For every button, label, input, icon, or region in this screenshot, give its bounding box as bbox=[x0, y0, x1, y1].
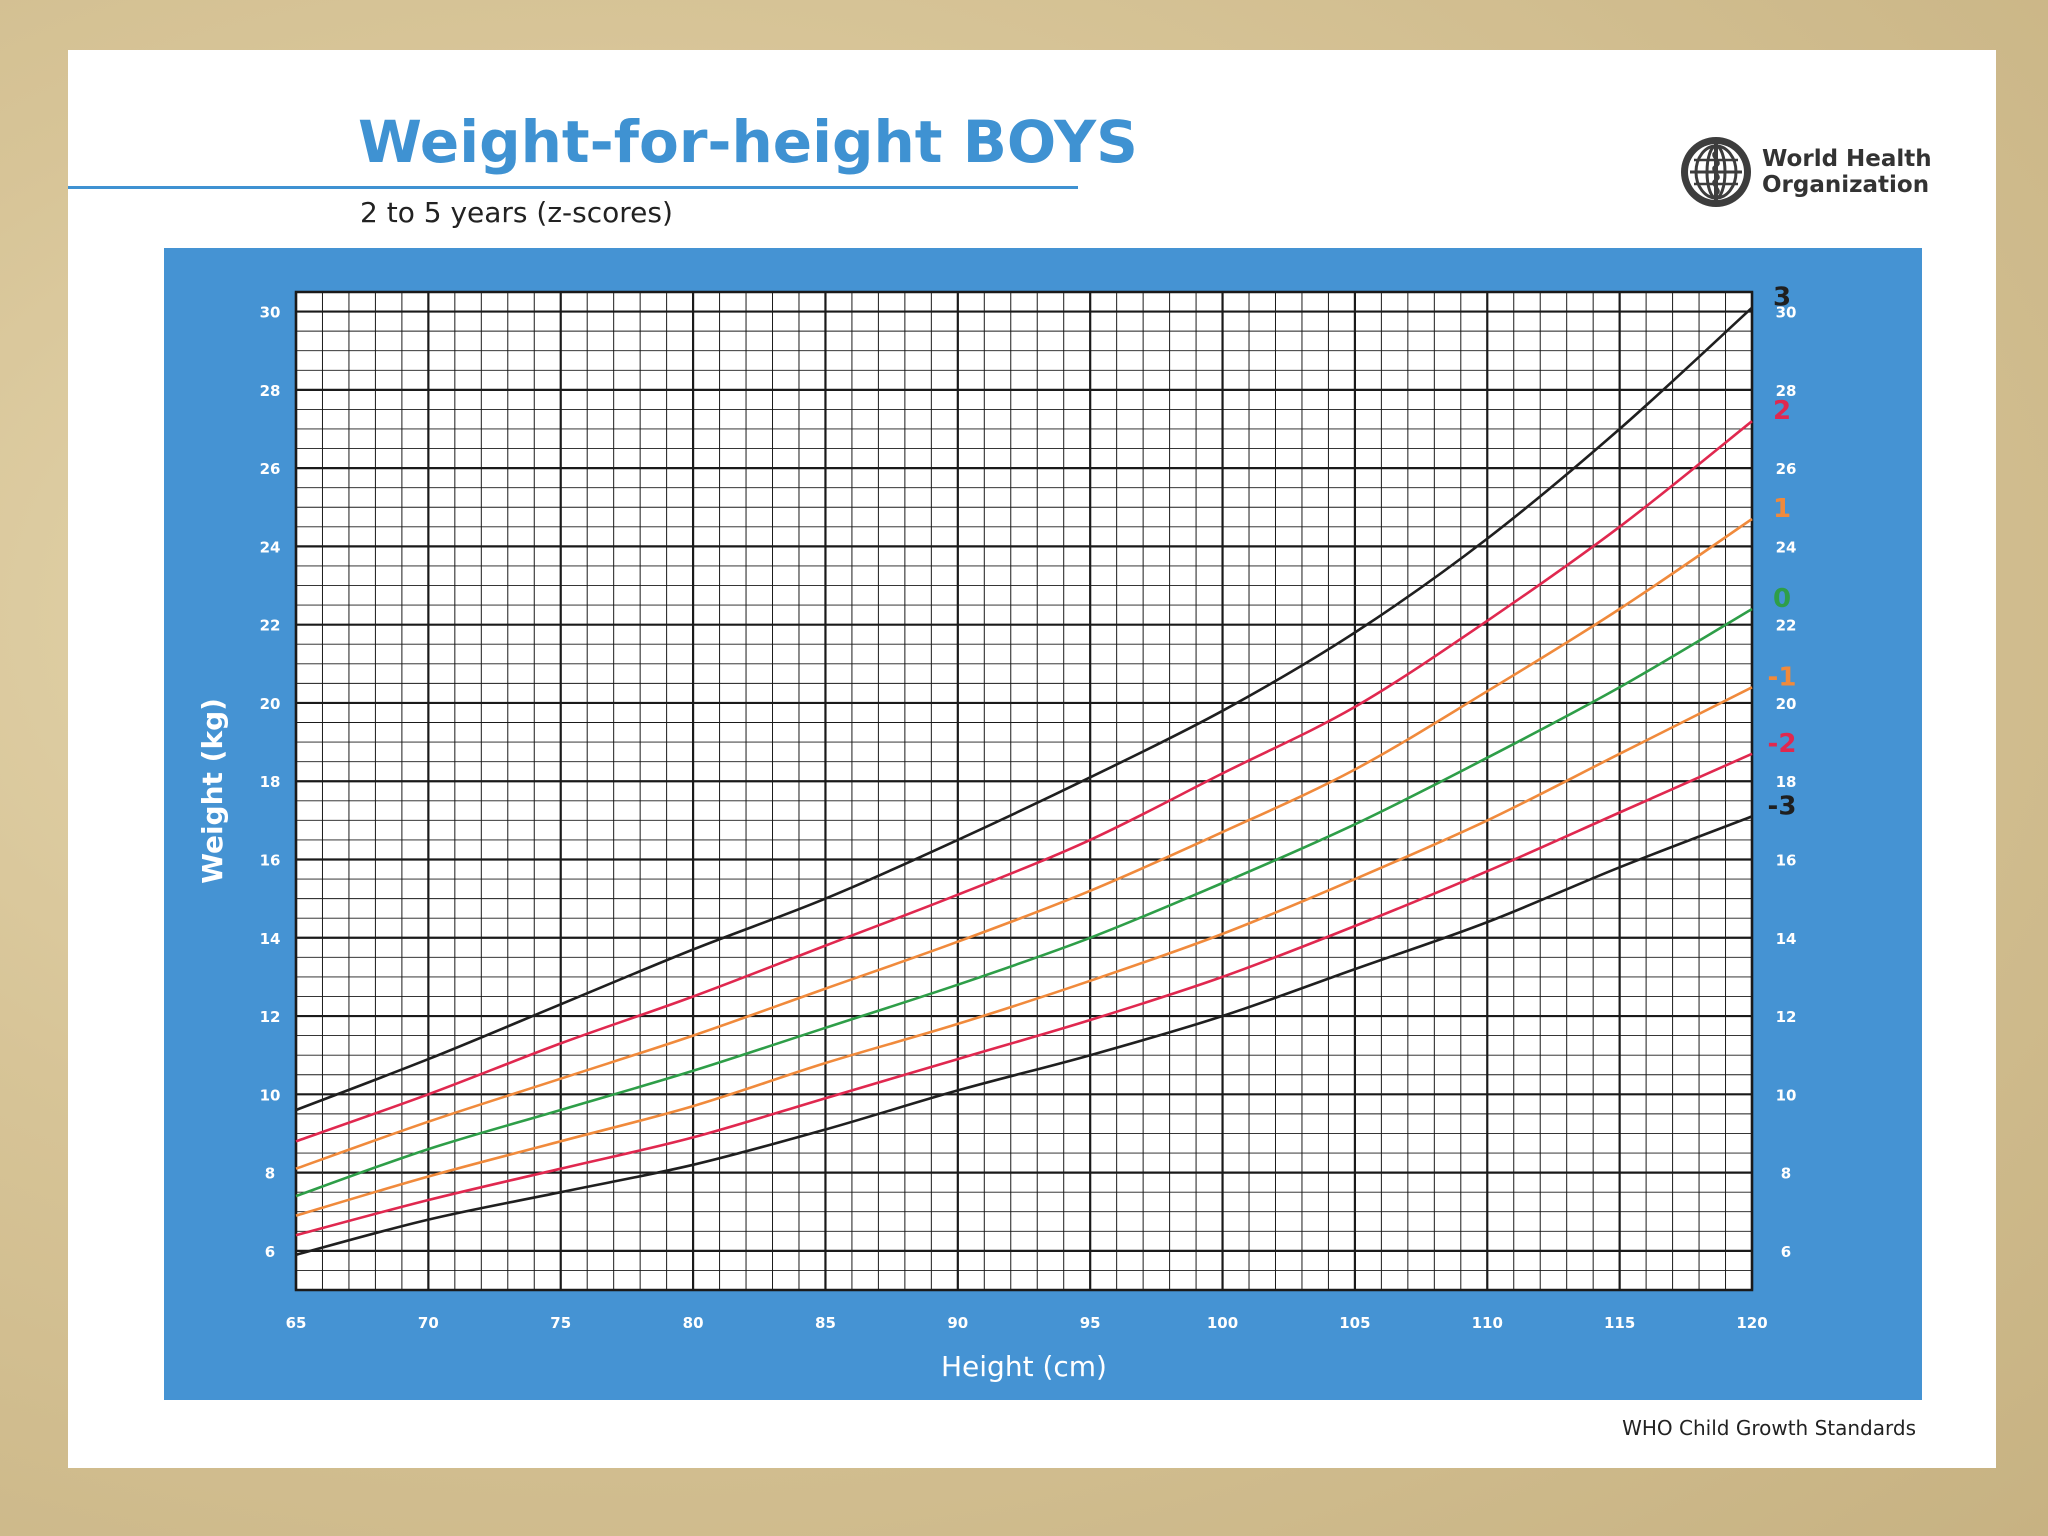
series-line-z2 bbox=[295, 420, 1753, 1143]
y-tick-label: 6 bbox=[265, 1243, 275, 1261]
who-name-line-1: World Health bbox=[1762, 146, 1932, 172]
y-tick-label: 8 bbox=[265, 1165, 275, 1183]
y-tick-label: 10 bbox=[260, 1086, 281, 1104]
page-title: Weight-for-height BOYS bbox=[358, 108, 1138, 176]
y-tick-label: 22 bbox=[260, 617, 281, 635]
y-tick-label: 20 bbox=[260, 695, 281, 713]
y-tick-label: 26 bbox=[1776, 460, 1797, 478]
grid bbox=[294, 290, 1754, 1292]
y-tick-label: 6 bbox=[1781, 1243, 1791, 1261]
x-tick-label: 100 bbox=[1207, 1314, 1238, 1332]
x-tick-labels: 65 70 75 80 85 90 95 100 105 110 115 120 bbox=[286, 1314, 1768, 1332]
y-tick-label: 30 bbox=[1776, 304, 1797, 322]
x-tick-label: 105 bbox=[1339, 1314, 1370, 1332]
plot-border bbox=[294, 290, 1754, 1292]
y-tick-label: 24 bbox=[1776, 538, 1797, 556]
who-emblem-icon bbox=[1681, 137, 1751, 207]
series-lines bbox=[295, 306, 1753, 1257]
z-score-label: 1 bbox=[1773, 494, 1791, 524]
y-tick-label: 18 bbox=[1776, 773, 1797, 791]
x-tick-label: 95 bbox=[1080, 1314, 1101, 1332]
y-tick-label: 10 bbox=[1776, 1086, 1797, 1104]
x-tick-label: 115 bbox=[1604, 1314, 1635, 1332]
series-line-z0 bbox=[295, 607, 1753, 1198]
y-tick-label: 26 bbox=[260, 460, 281, 478]
y-tick-label: 12 bbox=[1776, 1008, 1797, 1026]
who-name: World Health Organization bbox=[1762, 146, 1932, 198]
z-score-label: -3 bbox=[1768, 791, 1797, 821]
y-tick-label: 16 bbox=[260, 851, 281, 869]
y-tick-label: 18 bbox=[260, 773, 281, 791]
y-axis-title: Weight (kg) bbox=[196, 698, 229, 884]
x-tick-label: 70 bbox=[418, 1314, 439, 1332]
page-subtitle: 2 to 5 years (z-scores) bbox=[360, 196, 673, 229]
x-tick-label: 65 bbox=[286, 1314, 307, 1332]
x-axis-title: Height (cm) bbox=[941, 1350, 1107, 1383]
y-tick-label: 20 bbox=[1776, 695, 1797, 713]
y-tick-label: 28 bbox=[260, 382, 281, 400]
series-line-z3 bbox=[295, 306, 1753, 1112]
chart-frame: 3 2 1 0 -1 -2 -3 6 8 10 12 14 16 18 20 22 24 26 28 30 6 8 10… bbox=[164, 248, 1922, 1400]
y-tick-label: 14 bbox=[260, 930, 281, 948]
y-tick-label: 24 bbox=[260, 538, 281, 556]
z-score-label: -2 bbox=[1768, 729, 1797, 759]
series-line-z-1 bbox=[295, 686, 1753, 1217]
z-score-label: 3 bbox=[1773, 283, 1791, 313]
title-underline bbox=[68, 186, 1078, 189]
y-tick-labels-left: 6 8 10 12 14 16 18 20 22 24 26 28 30 bbox=[260, 304, 281, 1261]
x-tick-label: 75 bbox=[550, 1314, 571, 1332]
who-logo: World Health Organization bbox=[1678, 132, 2018, 212]
z-score-labels: 3 2 1 0 -1 -2 -3 bbox=[1768, 283, 1797, 822]
z-score-label: 2 bbox=[1773, 396, 1791, 426]
y-tick-label: 8 bbox=[1781, 1165, 1791, 1183]
z-score-label: -1 bbox=[1768, 662, 1797, 692]
x-tick-label: 85 bbox=[815, 1314, 836, 1332]
x-tick-label: 80 bbox=[683, 1314, 704, 1332]
y-tick-label: 28 bbox=[1776, 382, 1797, 400]
footer-credit: WHO Child Growth Standards bbox=[1622, 1416, 1916, 1440]
y-tick-label: 22 bbox=[1776, 617, 1797, 635]
y-tick-label: 30 bbox=[260, 304, 281, 322]
series-line-z1 bbox=[295, 517, 1753, 1170]
y-tick-label: 12 bbox=[260, 1008, 281, 1026]
series-line-z-2 bbox=[295, 752, 1753, 1237]
x-tick-label: 110 bbox=[1472, 1314, 1503, 1332]
plot-area-background bbox=[296, 292, 1752, 1290]
x-tick-label: 90 bbox=[947, 1314, 968, 1332]
y-tick-label: 14 bbox=[1776, 930, 1797, 948]
y-tick-label: 16 bbox=[1776, 851, 1797, 869]
z-score-label: 0 bbox=[1773, 584, 1791, 614]
who-name-line-2: Organization bbox=[1762, 172, 1930, 198]
chart-sheet: Weight-for-height BOYS 2 to 5 years (z-s… bbox=[68, 50, 1996, 1468]
series-line-z-3 bbox=[295, 815, 1753, 1257]
x-tick-label: 120 bbox=[1736, 1314, 1767, 1332]
